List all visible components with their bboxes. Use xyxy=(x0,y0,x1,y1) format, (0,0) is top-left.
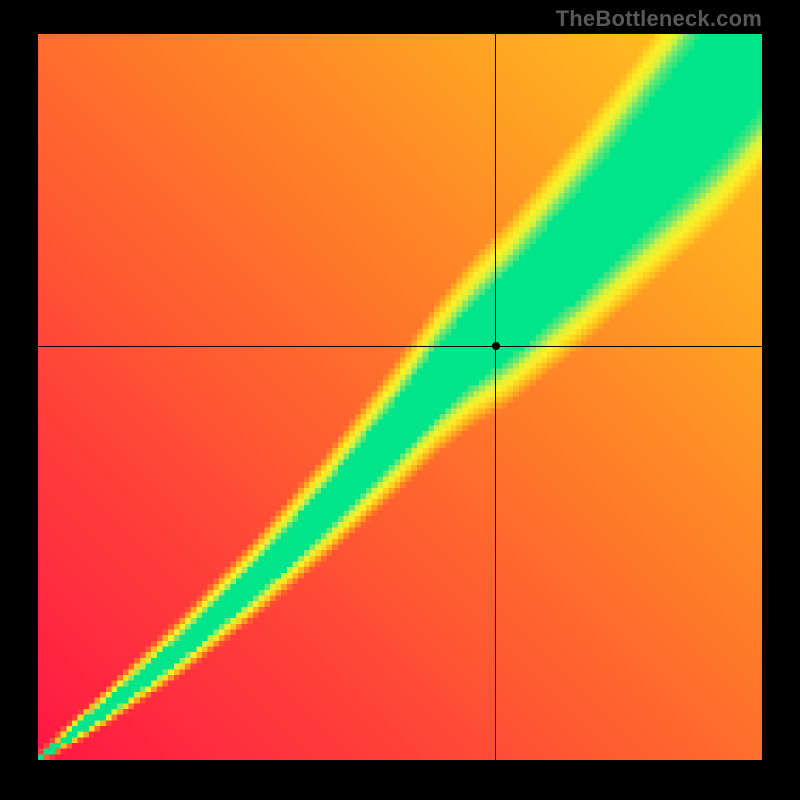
crosshair-center-dot xyxy=(492,342,500,350)
attribution-text: TheBottleneck.com xyxy=(556,6,762,32)
crosshair-vertical-line xyxy=(495,34,496,760)
crosshair-horizontal-line xyxy=(38,346,762,347)
chart-container: TheBottleneck.com xyxy=(0,0,800,800)
bottleneck-heatmap-canvas xyxy=(38,34,762,760)
